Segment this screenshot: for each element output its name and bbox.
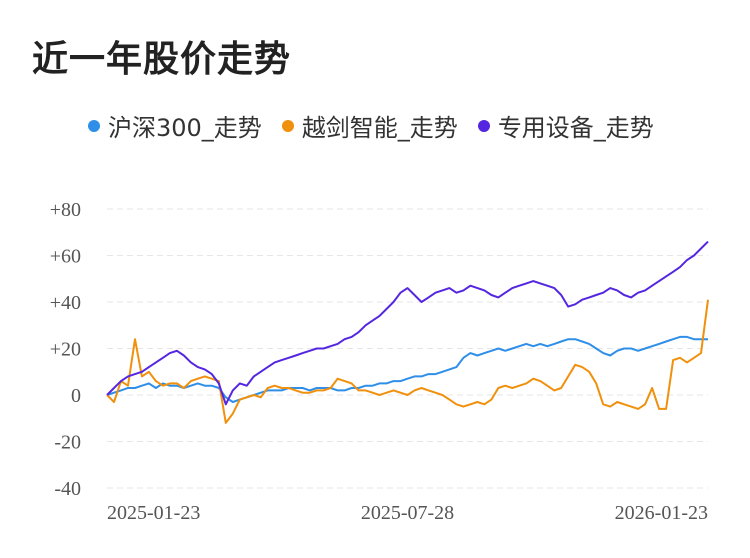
y-tick-label: +40 (50, 292, 81, 314)
y-tick-label: +80 (50, 199, 81, 221)
series-line-csi300 (106, 335, 708, 403)
legend-label-yuejian: 越剑智能_走势 (301, 114, 458, 142)
legend-dot-yuejian (281, 119, 294, 132)
legend-item-csi300[interactable]: 沪深300_走势 (88, 108, 262, 143)
y-tick-label: -20 (54, 432, 81, 454)
legend-dot-csi300 (88, 119, 100, 132)
y-tick-label: 0 (71, 385, 81, 407)
series-line-special-equipment (106, 240, 709, 406)
legend-item-special-equipment[interactable]: 专用设备_走势 (477, 108, 654, 143)
x-tick-label: 2025-07-28 (361, 502, 454, 524)
chart-title: 近一年股价走势 (32, 39, 292, 80)
chart-legend: 沪深300_走势 越剑智能_走势 专用设备_走势 (88, 108, 654, 143)
legend-label-special-equipment: 专用设备_走势 (497, 114, 654, 142)
y-tick-label: +60 (50, 246, 81, 268)
legend-label-csi300: 沪深300_走势 (108, 114, 262, 142)
series-line-yuejian (106, 299, 709, 424)
legend-dot-special-equipment (477, 119, 490, 132)
x-tick-label: 2025-01-23 (107, 502, 200, 524)
y-tick-label: -40 (54, 478, 81, 500)
x-tick-label: 2026-01-23 (615, 502, 708, 524)
legend-item-yuejian[interactable]: 越剑智能_走势 (281, 108, 458, 143)
y-tick-label: +20 (50, 339, 81, 361)
